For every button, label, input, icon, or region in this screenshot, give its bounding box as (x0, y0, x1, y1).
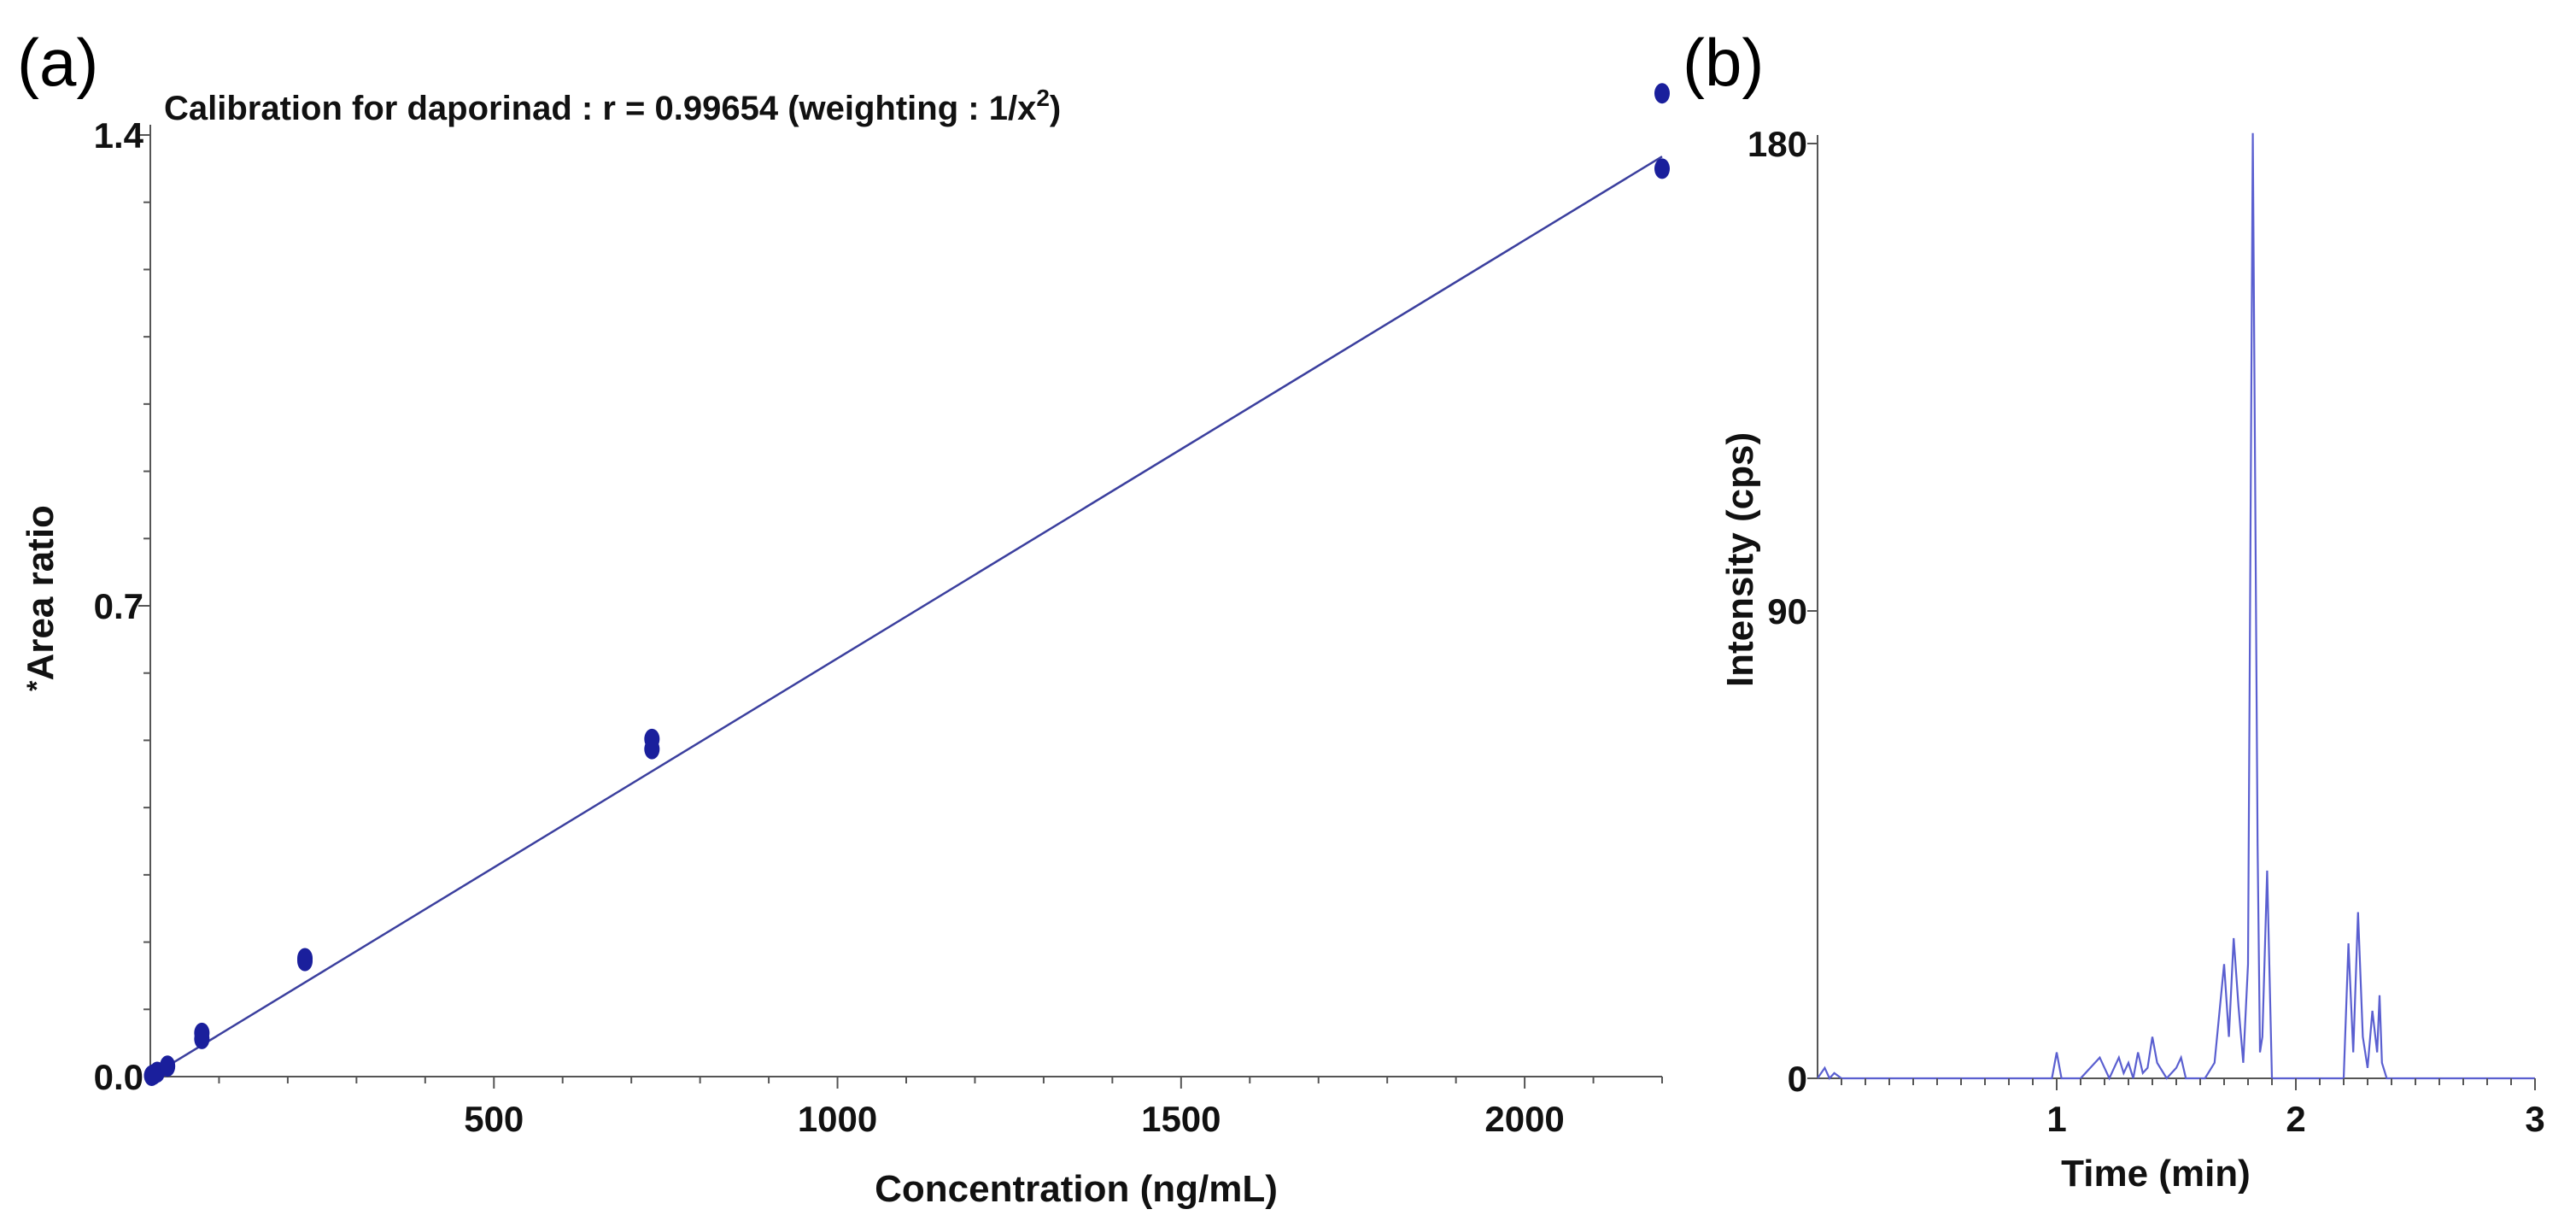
calibration-fit-line (149, 156, 1663, 1077)
calibration-data-point (297, 948, 313, 969)
chromatogram-y-tick-label: 0 (1788, 1059, 1807, 1099)
calibration-axes (149, 125, 1662, 1077)
calibration-points (143, 83, 1670, 1087)
calibration-panel: (a) Calibration for daporinad : r = 0.99… (17, 25, 1670, 1210)
chromatogram-series-line (1817, 132, 2535, 1081)
calibration-x-axis-label: Concentration (ng/mL) (875, 1168, 1278, 1210)
chromatogram-axes (1817, 135, 2535, 1079)
chromatogram-x-axis-label: Time (min) (2061, 1153, 2251, 1195)
chromatogram-x-tick-label: 3 (2525, 1099, 2544, 1139)
calibration-data-point (160, 1055, 176, 1077)
calibration-y-tick-label: 0.7 (94, 586, 143, 626)
chromatogram-x-tick-label: 1 (2046, 1099, 2066, 1139)
calibration-y-tick-label: 1.4 (94, 115, 144, 156)
calibration-data-point (1654, 83, 1670, 104)
calibration-y-axis-label: *Area ratio (20, 505, 61, 691)
chromatogram-panel: (b) 1 2 3 0 90 180 Time (min) Intensity (cps) (1683, 25, 2545, 1195)
chromatogram-y-axis-label: Intensity (cps) (1719, 432, 1761, 687)
chromatogram-y-tick-label: 90 (1767, 591, 1807, 631)
calibration-ticks: 500 1000 1500 2000 0.0 0.7 1.4 (94, 115, 1663, 1139)
calibration-data-point (644, 728, 660, 749)
calibration-x-tick-label: 500 (464, 1099, 524, 1139)
chromatogram-x-tick-label: 2 (2286, 1099, 2305, 1139)
calibration-x-tick-label: 2000 (1484, 1099, 1564, 1139)
calibration-data-point (1654, 158, 1670, 179)
panel-b-letter: (b) (1683, 25, 1764, 100)
chromatogram-y-tick-label: 180 (1748, 124, 1807, 164)
panel-a-letter: (a) (17, 25, 98, 100)
calibration-data-point (194, 1022, 210, 1043)
calibration-x-tick-label: 1000 (798, 1099, 877, 1139)
calibration-x-tick-label: 1500 (1141, 1099, 1221, 1139)
calibration-title: Calibration for daporinad : r = 0.99654 … (164, 85, 1061, 127)
chromatogram-ticks: 1 2 3 0 90 180 (1748, 124, 2545, 1139)
calibration-y-tick-label: 0.0 (94, 1057, 143, 1097)
